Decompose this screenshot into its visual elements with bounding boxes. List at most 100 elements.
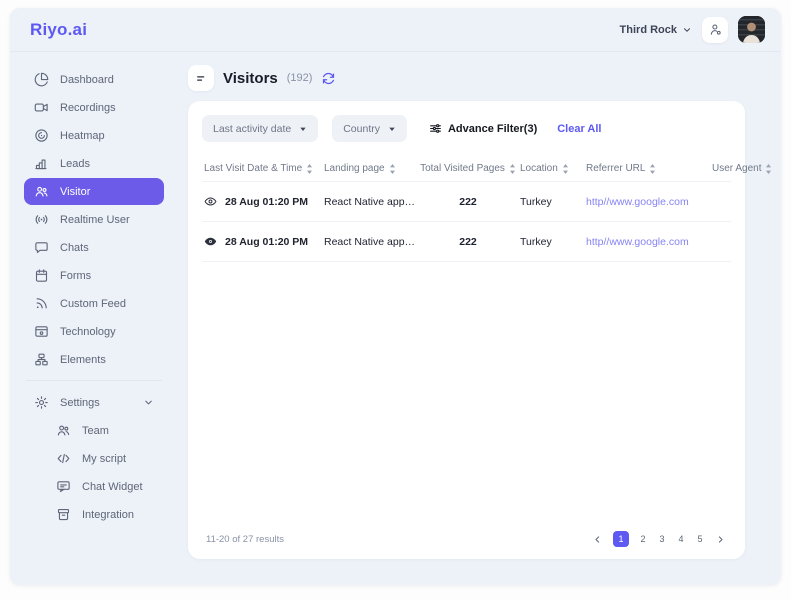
previous-page-button[interactable] <box>591 535 604 544</box>
bar-chart-icon <box>34 156 49 171</box>
column-header-referrer-url[interactable]: Referrer URL <box>586 163 708 174</box>
filter-bar: Last activity date Country Advance Filte… <box>202 115 731 142</box>
sidebar-item-label: Dashboard <box>60 73 114 86</box>
page-button-4[interactable]: 4 <box>678 534 684 544</box>
chevron-down-icon <box>143 397 154 408</box>
visitors-card: Last activity date Country Advance Filte… <box>188 101 772 559</box>
account-settings-button[interactable] <box>702 16 728 43</box>
sort-icon <box>765 163 772 174</box>
clear-all-button[interactable]: Clear All <box>557 122 602 135</box>
sidebar-item-chat-widget[interactable]: Chat Widget <box>46 473 164 500</box>
sliders-icon <box>429 122 442 135</box>
sidebar-item-label: Elements <box>60 353 106 366</box>
signal-icon <box>34 212 49 227</box>
sidebar-item-chats[interactable]: Chats <box>24 234 164 261</box>
user-agent-cell <box>712 197 732 206</box>
last-visit-datetime: 28 Aug 01:20 PM <box>225 235 309 248</box>
collapse-sidebar-button[interactable] <box>188 65 214 91</box>
total-visited-pages-cell: 222 <box>459 195 477 208</box>
referrer-url-link[interactable]: http//www.google.com <box>586 235 689 248</box>
sidebar-item-leads[interactable]: Leads <box>24 150 164 177</box>
sidebar-item-dashboard[interactable]: Dashboard <box>24 66 164 93</box>
landing-page-cell: React Native app vari... <box>324 195 416 208</box>
next-page-button[interactable] <box>714 535 727 544</box>
advance-filter-button[interactable]: Advance Filter(3) <box>429 122 537 135</box>
eye-icon[interactable] <box>204 195 217 208</box>
refresh-icon[interactable] <box>321 71 336 86</box>
column-header-last-visit[interactable]: Last Visit Date & Time <box>204 163 320 174</box>
topbar: Riyo.ai Third Rock <box>10 8 781 52</box>
sidebar-item-forms[interactable]: Forms <box>24 262 164 289</box>
sidebar-item-my-script[interactable]: My script <box>46 445 164 472</box>
page-header: Visitors (192) <box>188 65 745 91</box>
page-title: Visitors <box>223 69 278 87</box>
user-gear-icon <box>708 22 723 37</box>
location-cell: Turkey <box>520 195 552 208</box>
dropdown-value: Last activity date <box>213 122 292 135</box>
sidebar-item-visitor[interactable]: Visitor <box>24 178 164 205</box>
table-footer: 11-20 of 27 results 1 2 3 4 5 <box>202 531 731 547</box>
avatar[interactable] <box>738 16 765 43</box>
page-button-3[interactable]: 3 <box>659 534 665 544</box>
sort-icon <box>306 163 313 174</box>
sidebar-item-realtime-user[interactable]: Realtime User <box>24 206 164 233</box>
sidebar-item-label: My script <box>82 452 126 465</box>
country-dropdown[interactable]: Country <box>332 115 407 142</box>
caret-down-icon <box>299 125 307 133</box>
gear-icon <box>34 395 49 410</box>
sidebar-item-custom-feed[interactable]: Custom Feed <box>24 290 164 317</box>
sidebar-item-label: Technology <box>60 325 116 338</box>
sidebar-item-label: Forms <box>60 269 92 282</box>
sidebar-item-elements[interactable]: Elements <box>24 346 164 373</box>
calendar-icon <box>34 268 49 283</box>
sidebar: Dashboard Recordings Heatmap Leads Visit… <box>10 52 178 585</box>
referrer-url-link[interactable]: http//www.google.com <box>586 195 689 208</box>
sort-icon <box>389 163 396 174</box>
chat-bubble-icon <box>34 240 49 255</box>
total-visited-pages-cell: 222 <box>459 235 477 248</box>
app-window: Riyo.ai Third Rock <box>10 8 781 585</box>
column-header-user-agent[interactable]: User Agent <box>712 163 781 174</box>
page-button-2[interactable]: 2 <box>640 534 646 544</box>
users-icon <box>34 184 49 199</box>
sidebar-item-label: Realtime User <box>60 213 130 226</box>
sidebar-item-heatmap[interactable]: Heatmap <box>24 122 164 149</box>
sort-icon <box>649 163 656 174</box>
page-button-1[interactable]: 1 <box>613 531 629 547</box>
sort-icon <box>562 163 569 174</box>
eye-filled-icon[interactable] <box>204 235 217 248</box>
column-header-location[interactable]: Location <box>520 163 582 174</box>
page-button-5[interactable]: 5 <box>697 534 703 544</box>
visitor-count-badge: (192) <box>286 72 313 84</box>
location-cell: Turkey <box>520 235 552 248</box>
sidebar-item-team[interactable]: Team <box>46 417 164 444</box>
last-activity-date-dropdown[interactable]: Last activity date <box>202 115 319 142</box>
user-agent-cell <box>712 237 732 246</box>
video-camera-icon <box>34 100 49 115</box>
sidebar-item-recordings[interactable]: Recordings <box>24 94 164 121</box>
workspace-label: Third Rock <box>619 23 677 36</box>
landing-page-cell: React Native app vari... <box>324 235 416 248</box>
grid-icon <box>34 352 49 367</box>
table-row[interactable]: 28 Aug 01:20 PM React Native app vari...… <box>202 182 731 222</box>
brand-logo: Riyo.ai <box>30 19 88 39</box>
sidebar-item-settings[interactable]: Settings <box>24 389 164 416</box>
workspace-dropdown[interactable]: Third Rock <box>620 24 692 36</box>
rss-icon <box>34 296 49 311</box>
sidebar-item-label: Recordings <box>60 101 116 114</box>
team-icon <box>56 423 71 438</box>
column-header-total-visited[interactable]: Total Visited Pages <box>420 163 516 174</box>
sidebar-item-technology[interactable]: Technology <box>24 318 164 345</box>
pie-chart-icon <box>34 72 49 87</box>
pagination: 1 2 3 4 5 <box>591 531 727 547</box>
table-row[interactable]: 28 Aug 01:20 PM React Native app vari...… <box>202 222 731 262</box>
dropdown-value: Country <box>343 122 380 135</box>
sidebar-item-label: Visitor <box>60 185 91 198</box>
browser-window-icon <box>34 324 49 339</box>
column-header-landing-page[interactable]: Landing page <box>324 163 416 174</box>
sidebar-item-integration[interactable]: Integration <box>46 501 164 528</box>
sidebar-divider <box>26 380 162 381</box>
sidebar-item-label: Integration <box>82 508 134 521</box>
sidebar-item-label: Settings <box>60 396 100 409</box>
archive-box-icon <box>56 507 71 522</box>
